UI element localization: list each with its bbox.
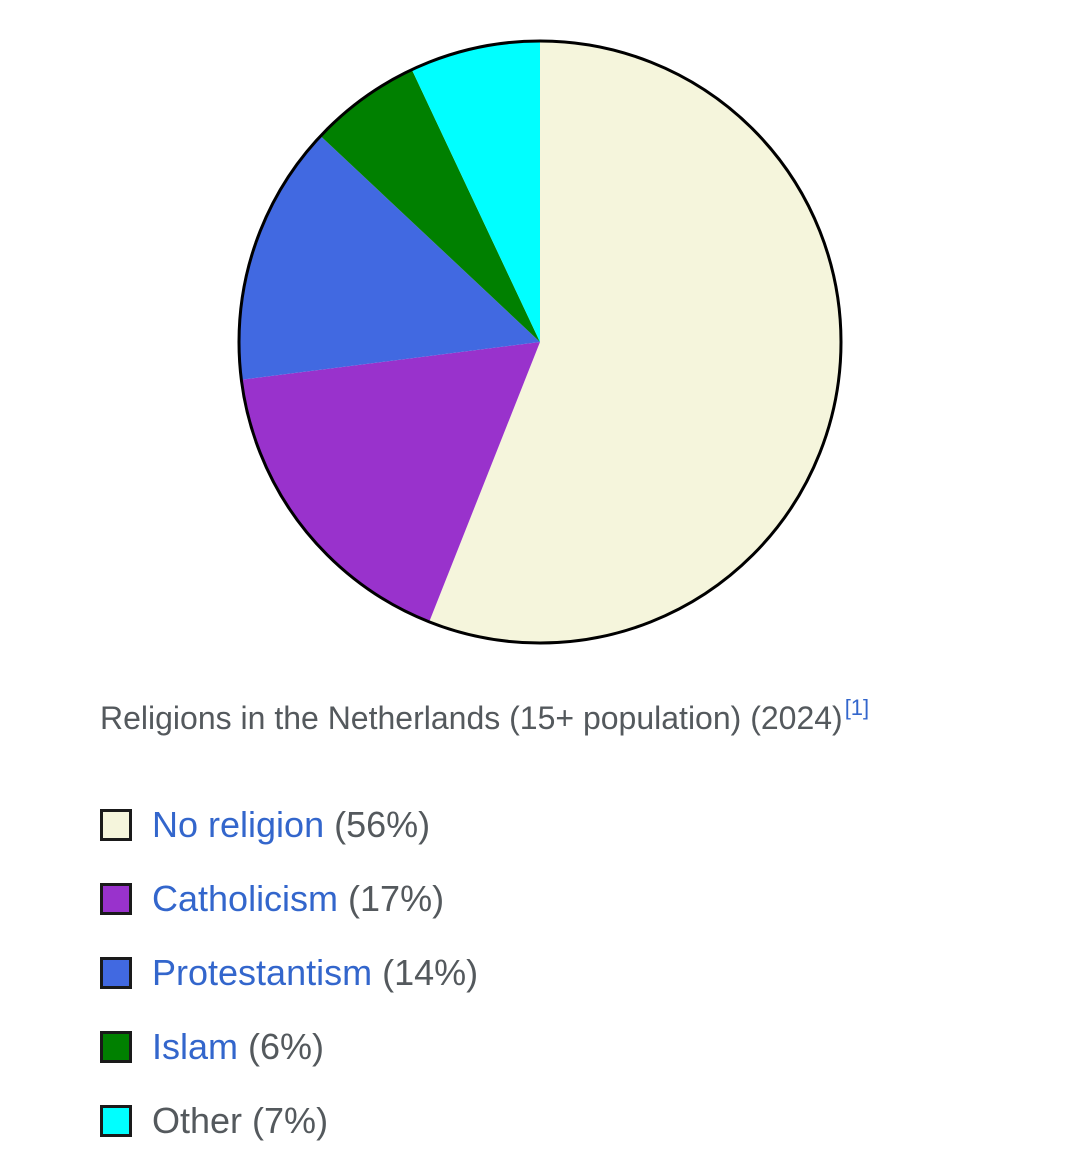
legend-item-protestantism: Protestantism (14%) xyxy=(100,936,478,1010)
legend-swatch xyxy=(100,1031,132,1063)
legend-swatch xyxy=(100,1105,132,1137)
legend-value: (14%) xyxy=(382,952,479,993)
pie-slice-protestantism xyxy=(238,135,540,380)
pie-outline xyxy=(237,39,843,645)
pie-slice-catholicism xyxy=(241,342,540,622)
legend-swatch xyxy=(100,883,132,915)
legend-label: Other xyxy=(152,1100,243,1141)
legend-label-link[interactable]: Protestantism xyxy=(152,952,373,993)
legend-label-link[interactable]: Catholicism xyxy=(152,878,339,919)
pie-slice-no-religion xyxy=(429,41,842,643)
pie-slice-other xyxy=(411,41,540,342)
legend-item-islam: Islam (6%) xyxy=(100,1010,478,1084)
legend-label-link[interactable]: No religion xyxy=(152,804,325,845)
pie-slice-islam xyxy=(320,69,540,343)
legend-swatch xyxy=(100,957,132,989)
legend-value: (6%) xyxy=(248,1026,325,1067)
legend-item-no-religion: No religion (56%) xyxy=(100,788,478,862)
pie-chart xyxy=(237,39,843,645)
legend-swatch xyxy=(100,809,132,841)
legend-item-catholicism: Catholicism (17%) xyxy=(100,862,478,936)
legend: No religion (56%) Catholicism (17%) Prot… xyxy=(100,788,478,1158)
legend-label-link[interactable]: Islam xyxy=(152,1026,239,1067)
chart-caption: Religions in the Netherlands (15+ popula… xyxy=(100,694,869,742)
reference-link[interactable]: [1] xyxy=(844,695,870,720)
legend-value: (7%) xyxy=(252,1100,329,1141)
legend-value: (17%) xyxy=(348,878,445,919)
chart-title: Religions in the Netherlands (15+ popula… xyxy=(100,700,843,736)
legend-item-other: Other (7%) xyxy=(100,1084,478,1158)
legend-value: (56%) xyxy=(334,804,431,845)
